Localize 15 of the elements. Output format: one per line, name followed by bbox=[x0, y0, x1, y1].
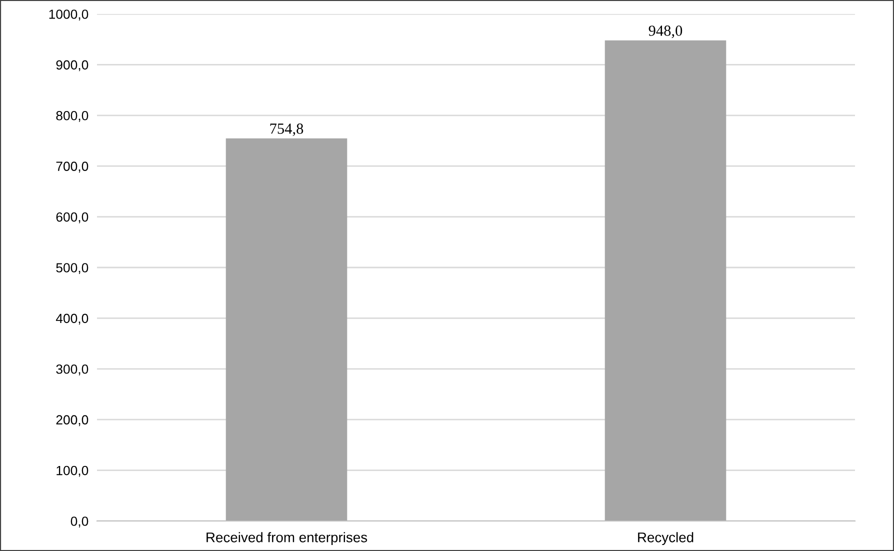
y-tick-label: 300,0 bbox=[56, 364, 88, 376]
x-tick-label: Received from enterprises bbox=[206, 532, 368, 546]
y-tick-label: 600,0 bbox=[56, 212, 88, 224]
y-tick-label: 200,0 bbox=[56, 415, 88, 426]
y-tick-label: 400,0 bbox=[56, 314, 88, 325]
x-tick-label: Recycled bbox=[638, 532, 694, 546]
y-tick-label: 800,0 bbox=[56, 110, 88, 122]
y-tick-label: 1000,0 bbox=[49, 10, 88, 20]
y-tick-label: 0,0 bbox=[70, 516, 88, 528]
y-tick-label: 100,0 bbox=[56, 466, 88, 477]
y-tick-label: 700,0 bbox=[56, 162, 88, 173]
data-label: 948,0 bbox=[648, 26, 682, 38]
data-label: 754,8 bbox=[270, 124, 304, 136]
y-tick-label: 900,0 bbox=[56, 60, 88, 72]
y-tick-label: 500,0 bbox=[56, 263, 88, 274]
